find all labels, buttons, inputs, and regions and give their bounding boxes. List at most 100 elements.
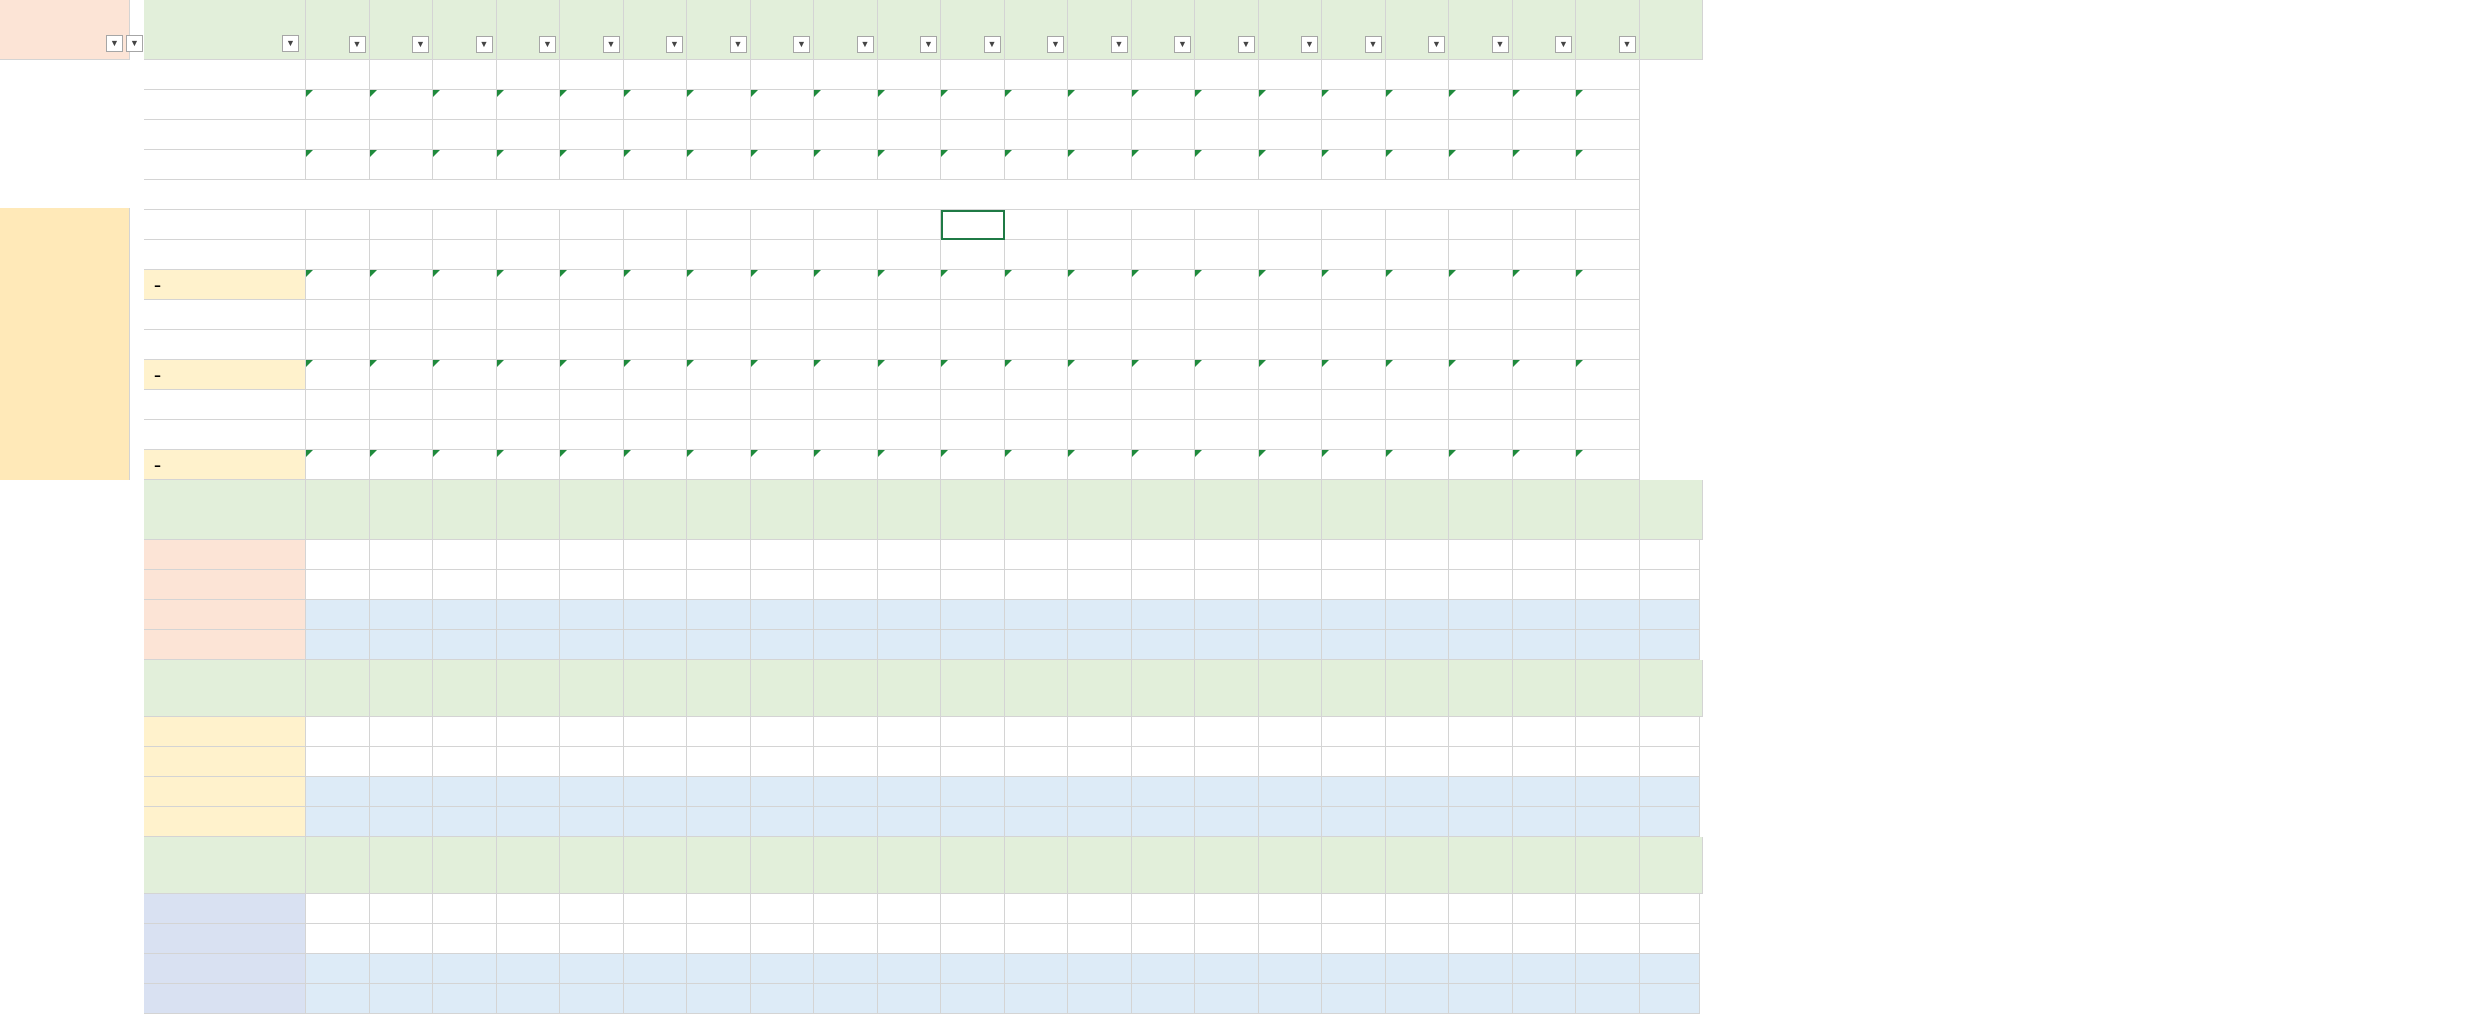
data-cell[interactable] (941, 420, 1005, 450)
data-cell[interactable] (560, 390, 624, 420)
data-cell[interactable] (687, 420, 751, 450)
data-cell[interactable] (433, 330, 497, 360)
data-cell[interactable] (941, 120, 1005, 150)
data-cell[interactable] (1385, 270, 1449, 300)
data-cell[interactable] (1512, 150, 1576, 180)
data-cell[interactable] (560, 954, 624, 984)
data-cell[interactable] (1449, 210, 1513, 240)
data-cell[interactable] (623, 300, 687, 330)
data-cell[interactable] (1576, 420, 1640, 450)
data-cell[interactable] (1449, 360, 1513, 390)
data-cell[interactable] (687, 924, 751, 954)
data-cell[interactable] (1258, 210, 1322, 240)
filter-button[interactable]: ▼ (1618, 36, 1636, 53)
data-cell[interactable] (306, 777, 370, 807)
data-cell[interactable] (1131, 390, 1195, 420)
data-cell[interactable] (1258, 390, 1322, 420)
data-cell[interactable] (1131, 240, 1195, 270)
data-cell[interactable] (1322, 747, 1386, 777)
data-cell[interactable] (369, 270, 433, 300)
data-cell[interactable] (1449, 120, 1513, 150)
data-cell[interactable] (560, 747, 624, 777)
data-cell[interactable] (877, 120, 941, 150)
data-cell[interactable] (433, 954, 497, 984)
data-cell[interactable] (877, 924, 941, 954)
data-cell[interactable] (1576, 570, 1640, 600)
data-cell[interactable] (1385, 777, 1449, 807)
data-cell[interactable] (1258, 300, 1322, 330)
data-cell[interactable] (750, 807, 814, 837)
data-cell[interactable] (1576, 540, 1640, 570)
data-cell[interactable] (877, 984, 941, 1014)
data-cell[interactable] (1068, 717, 1132, 747)
data-cell[interactable] (306, 747, 370, 777)
data-cell[interactable] (750, 420, 814, 450)
data-cell[interactable] (1322, 954, 1386, 984)
data-cell[interactable] (1576, 210, 1640, 240)
data-cell[interactable] (306, 60, 370, 90)
data-cell[interactable] (306, 600, 370, 630)
data-cell[interactable] (941, 717, 1005, 747)
data-cell[interactable] (1512, 894, 1576, 924)
data-cell[interactable] (433, 570, 497, 600)
data-cell[interactable] (1004, 717, 1068, 747)
data-cell[interactable] (1449, 777, 1513, 807)
data-cell[interactable] (1131, 807, 1195, 837)
filter-button[interactable]: ▼ (1428, 36, 1445, 53)
filter-button[interactable]: ▼ (983, 36, 1001, 53)
data-cell[interactable] (1258, 570, 1322, 600)
data-cell[interactable] (496, 717, 560, 747)
data-cell[interactable] (687, 954, 751, 984)
data-cell[interactable] (1258, 240, 1322, 270)
data-cell[interactable] (1195, 747, 1259, 777)
data-cell[interactable] (433, 630, 497, 660)
data-cell[interactable] (496, 90, 560, 120)
data-cell[interactable] (941, 300, 1005, 330)
data-cell[interactable] (1131, 60, 1195, 90)
data-cell[interactable] (1004, 807, 1068, 837)
data-cell[interactable] (306, 330, 370, 360)
data-cell[interactable] (1385, 630, 1449, 660)
data-cell[interactable] (687, 330, 751, 360)
data-cell[interactable] (623, 807, 687, 837)
data-cell[interactable] (496, 120, 560, 150)
data-cell[interactable] (1258, 150, 1322, 180)
data-cell[interactable] (1068, 450, 1132, 480)
filter-button[interactable]: ▼ (348, 36, 366, 53)
data-cell[interactable] (496, 450, 560, 480)
data-cell[interactable] (623, 894, 687, 924)
data-cell[interactable] (1195, 717, 1259, 747)
data-cell[interactable] (1576, 807, 1640, 837)
data-cell[interactable] (369, 450, 433, 480)
data-cell[interactable] (1512, 90, 1576, 120)
data-cell[interactable] (1512, 450, 1576, 480)
data-cell[interactable] (369, 630, 433, 660)
data-cell[interactable] (750, 60, 814, 90)
data-cell[interactable] (687, 570, 751, 600)
data-cell[interactable] (1068, 630, 1132, 660)
data-cell[interactable] (1385, 540, 1449, 570)
data-cell[interactable] (560, 120, 624, 150)
data-cell[interactable] (496, 300, 560, 330)
data-cell[interactable] (1449, 330, 1513, 360)
data-cell[interactable] (1258, 807, 1322, 837)
data-cell[interactable] (687, 600, 751, 630)
data-cell[interactable] (1258, 894, 1322, 924)
data-cell[interactable] (623, 330, 687, 360)
data-cell[interactable] (433, 807, 497, 837)
data-cell[interactable] (369, 540, 433, 570)
data-cell[interactable] (1385, 984, 1449, 1014)
data-cell[interactable] (1258, 954, 1322, 984)
data-cell[interactable] (814, 630, 878, 660)
data-cell[interactable] (687, 360, 751, 390)
data-cell[interactable] (750, 150, 814, 180)
data-cell[interactable] (941, 777, 1005, 807)
data-cell[interactable] (1449, 390, 1513, 420)
data-cell[interactable] (941, 270, 1005, 300)
data-cell[interactable] (877, 570, 941, 600)
data-cell[interactable] (1322, 240, 1386, 270)
data-cell[interactable] (1449, 807, 1513, 837)
data-cell[interactable] (1004, 984, 1068, 1014)
data-cell[interactable] (1131, 777, 1195, 807)
data-cell[interactable] (1068, 924, 1132, 954)
